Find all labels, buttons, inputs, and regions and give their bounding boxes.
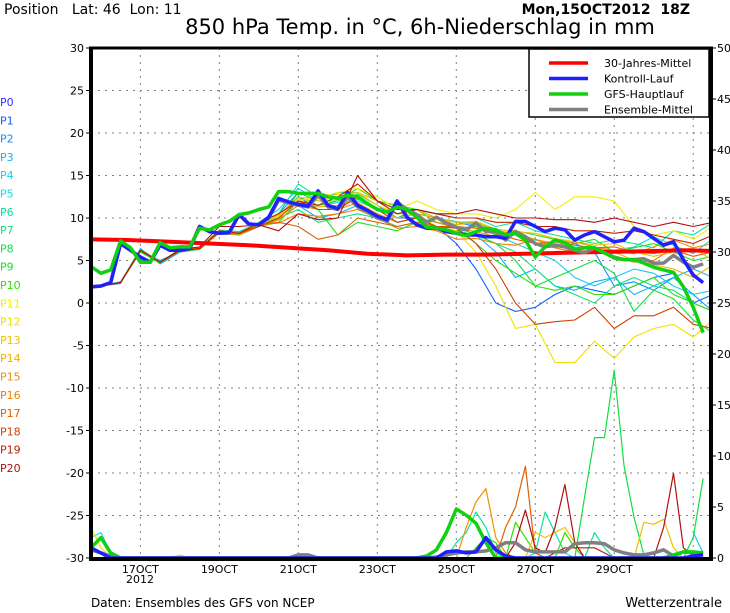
temp-line-clim xyxy=(92,237,710,258)
y-tick-label-left: -25 xyxy=(66,510,84,523)
precip-line-main xyxy=(92,507,704,559)
member-label-p11: P11 xyxy=(0,297,21,310)
y-tick-label-right: 35 xyxy=(717,195,730,208)
y-tick-label-right: 50 xyxy=(717,42,730,55)
precip-line-p17 xyxy=(495,465,546,559)
member-label-p10: P10 xyxy=(0,279,21,292)
axis-ticks: 302520151050-5-10-15-20-25-3050454035302… xyxy=(66,42,730,576)
x-tick-label: 17OCT xyxy=(122,563,159,576)
data-source: Daten: Ensembles des GFS von NCEP xyxy=(91,596,315,609)
member-label-p0: P0 xyxy=(0,96,14,109)
brand-label: Wetterzentrale xyxy=(625,596,722,609)
precip-line-p4 xyxy=(692,532,704,554)
y-tick-label-left: -20 xyxy=(66,467,84,480)
temp-line-p20 xyxy=(100,174,710,287)
member-label-p14: P14 xyxy=(0,352,21,365)
y-tick-label-left: 10 xyxy=(70,212,84,225)
member-label-p20: P20 xyxy=(0,462,21,475)
y-tick-label-left: 25 xyxy=(70,85,84,98)
y-tick-label-left: 30 xyxy=(70,42,84,55)
y-tick-label-left: -5 xyxy=(73,340,84,353)
x-tick-label: 27OCT xyxy=(517,563,554,576)
x-tick-label: 19OCT xyxy=(201,563,238,576)
precip-layer xyxy=(92,369,704,559)
chart-title: 850 hPa Temp. in °C, 6h-Niederschlag in … xyxy=(185,15,655,39)
x-tick-label: 25OCT xyxy=(438,563,475,576)
member-label-p1: P1 xyxy=(0,114,14,127)
y-tick-label-left: -10 xyxy=(66,382,84,395)
member-label-p19: P19 xyxy=(0,444,21,457)
run-datetime: Mon,15OCT2012 18Z xyxy=(522,2,690,18)
legend-label-clim: 30-Jahres-Mittel xyxy=(604,57,691,70)
y-tick-label-right: 40 xyxy=(717,144,730,157)
member-label-p6: P6 xyxy=(0,206,14,219)
member-label-p3: P3 xyxy=(0,151,14,164)
member-label-p9: P9 xyxy=(0,261,14,274)
y-tick-label-left: 20 xyxy=(70,127,84,140)
y-tick-label-right: 20 xyxy=(717,348,730,361)
y-tick-label-left: 0 xyxy=(77,297,84,310)
precip-line-p15 xyxy=(455,488,516,559)
position-label: Position Lat: 46 Lon: 11 xyxy=(4,2,182,18)
year-label: 2012 xyxy=(126,573,154,586)
precip-line-p8 xyxy=(574,369,704,559)
member-label-p13: P13 xyxy=(0,334,21,347)
legend-label-control: Kontroll-Lauf xyxy=(604,73,675,86)
y-tick-label-right: 10 xyxy=(717,450,730,463)
y-tick-label-left: 5 xyxy=(77,255,84,268)
temperature-layer xyxy=(92,174,710,364)
x-tick-label: 23OCT xyxy=(359,563,396,576)
y-tick-label-left: -30 xyxy=(66,552,84,565)
member-label-p4: P4 xyxy=(0,169,14,182)
grid xyxy=(91,48,711,558)
y-tick-label-right: 0 xyxy=(717,552,724,565)
x-tick-label: 29OCT xyxy=(596,563,633,576)
y-tick-label-right: 30 xyxy=(717,246,730,259)
member-label-p12: P12 xyxy=(0,316,21,329)
temp-line-p11 xyxy=(100,187,710,287)
member-label-p15: P15 xyxy=(0,371,21,384)
y-tick-label-left: -15 xyxy=(66,425,84,438)
member-label-p5: P5 xyxy=(0,188,14,201)
member-label-p18: P18 xyxy=(0,425,21,438)
temp-line-main xyxy=(92,189,705,334)
member-label-p17: P17 xyxy=(0,407,21,420)
temp-line-p19 xyxy=(100,183,710,287)
legend-label-mean: Ensemble-Mittel xyxy=(604,104,693,117)
y-tick-label-right: 5 xyxy=(717,501,724,514)
legend: 30-Jahres-Mittel Kontroll-Lauf GFS-Hauptla… xyxy=(528,48,710,118)
member-label-p16: P16 xyxy=(0,389,21,402)
x-tick-label: 21OCT xyxy=(280,563,317,576)
member-label-p7: P7 xyxy=(0,224,14,237)
temp-line-p6 xyxy=(100,183,710,287)
y-tick-label-left: 15 xyxy=(70,170,84,183)
member-labels: P0 P1 P2 P3 P4 P5 P6 P7 P8 P9 P10 P11 P12 P13 P14 P15 P1… xyxy=(0,96,21,475)
y-tick-label-right: 25 xyxy=(717,297,730,310)
member-label-p8: P8 xyxy=(0,242,14,255)
legend-label-main: GFS-Hauptlauf xyxy=(604,88,685,101)
y-tick-label-right: 15 xyxy=(717,399,730,412)
member-label-p2: P2 xyxy=(0,133,14,146)
y-tick-label-right: 45 xyxy=(717,93,730,106)
